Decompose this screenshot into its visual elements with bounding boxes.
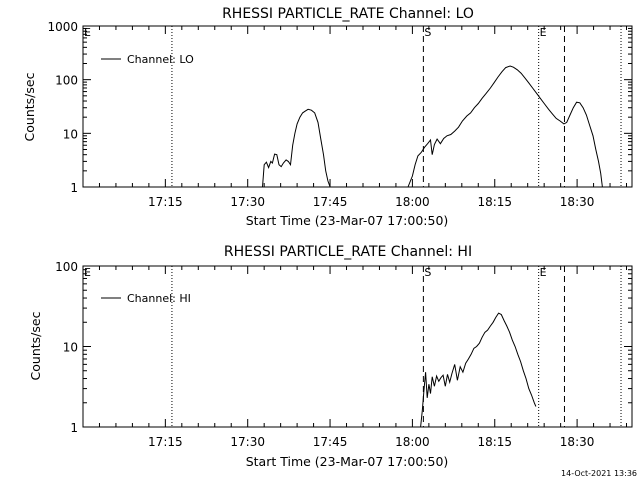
y-tick-label: 1 — [70, 421, 78, 435]
y-tick-label: 100 — [55, 260, 78, 274]
x-tick-label: 17:30 — [230, 195, 265, 209]
x-tick-label: 18:15 — [477, 195, 512, 209]
event-marker-label: E — [84, 26, 91, 39]
x-tick-label: 17:30 — [230, 435, 265, 449]
event-marker-label: E — [84, 266, 91, 279]
x-tick-label: 17:45 — [313, 195, 348, 209]
x-tick-label: 17:45 — [313, 435, 348, 449]
x-axis: 17:15 17:30 17:45 18:00 18:15 18:30 — [82, 266, 628, 449]
y-tick-label: 100 — [55, 74, 78, 88]
event-marker-label: S — [424, 266, 431, 279]
legend-label: Channel: HI — [127, 292, 191, 305]
x-tick-label: 18:30 — [560, 435, 595, 449]
series-line-0 — [262, 108, 331, 188]
legend: Channel: LO — [101, 53, 194, 66]
y-axis: 1 10 100 — [55, 260, 632, 435]
series-group — [420, 312, 537, 428]
x-axis-label: Start Time (23-Mar-07 17:00:50) — [246, 454, 449, 469]
chart-panel-hi: RHESSI PARTICLE_RATE Channel: HI 17:15 17… — [28, 244, 633, 469]
timestamp: 14-Oct-2021 13:36 — [561, 469, 637, 478]
x-tick-label: 18:00 — [395, 435, 430, 449]
event-marker-label: E — [540, 266, 547, 279]
series-group — [262, 65, 603, 188]
x-tick-label: 18:30 — [560, 195, 595, 209]
event-marker-label: S — [424, 26, 431, 39]
legend-label: Channel: LO — [127, 53, 194, 66]
event-marker-label: E — [540, 26, 547, 39]
chart-title: RHESSI PARTICLE_RATE Channel: LO — [222, 6, 474, 22]
y-axis: 1 10 100 1000 — [47, 20, 632, 195]
x-axis: 17:15 17:30 17:45 18:00 18:15 18:30 — [82, 26, 628, 209]
series-line-0 — [420, 312, 537, 428]
x-tick-label: 18:00 — [395, 195, 430, 209]
y-tick-label: 1000 — [47, 20, 78, 34]
x-axis-label: Start Time (23-Mar-07 17:00:50) — [246, 213, 449, 228]
y-axis-label: Counts/sec — [28, 311, 43, 380]
legend: Channel: HI — [101, 292, 191, 305]
x-tick-label: 17:15 — [148, 435, 183, 449]
y-tick-label: 1 — [70, 181, 78, 195]
chart-title: RHESSI PARTICLE_RATE Channel: HI — [224, 244, 472, 260]
plot-frame — [82, 25, 633, 188]
y-tick-label: 10 — [63, 341, 78, 355]
x-tick-label: 17:15 — [148, 195, 183, 209]
y-axis-label: Counts/sec — [22, 72, 37, 141]
series-line-1 — [407, 65, 603, 188]
y-tick-label: 10 — [63, 127, 78, 141]
x-tick-label: 18:15 — [477, 435, 512, 449]
chart-panel-lo: RHESSI PARTICLE_RATE Channel: LO 17:15 17… — [22, 6, 633, 228]
